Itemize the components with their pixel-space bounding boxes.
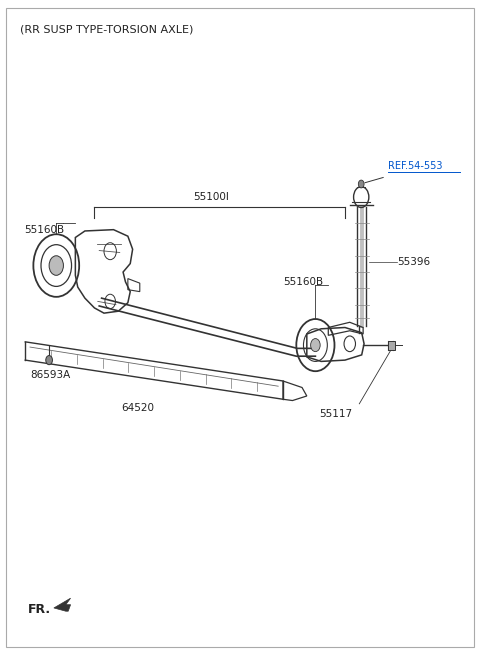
Circle shape bbox=[46, 356, 52, 365]
Text: 64520: 64520 bbox=[121, 403, 154, 413]
Text: 55100I: 55100I bbox=[193, 192, 229, 202]
Text: 55117: 55117 bbox=[319, 409, 352, 419]
Text: FR.: FR. bbox=[28, 603, 51, 616]
Text: 55396: 55396 bbox=[397, 257, 431, 267]
Bar bbox=[388, 341, 395, 350]
Circle shape bbox=[359, 180, 364, 188]
Circle shape bbox=[49, 255, 63, 275]
Text: 86593A: 86593A bbox=[30, 370, 70, 380]
Text: REF.54-553: REF.54-553 bbox=[388, 161, 443, 171]
Text: 55160B: 55160B bbox=[283, 277, 323, 287]
Text: 55160B: 55160B bbox=[24, 225, 64, 234]
Text: (RR SUSP TYPE-TORSION AXLE): (RR SUSP TYPE-TORSION AXLE) bbox=[21, 24, 194, 34]
Circle shape bbox=[311, 339, 320, 352]
Polygon shape bbox=[54, 598, 71, 611]
